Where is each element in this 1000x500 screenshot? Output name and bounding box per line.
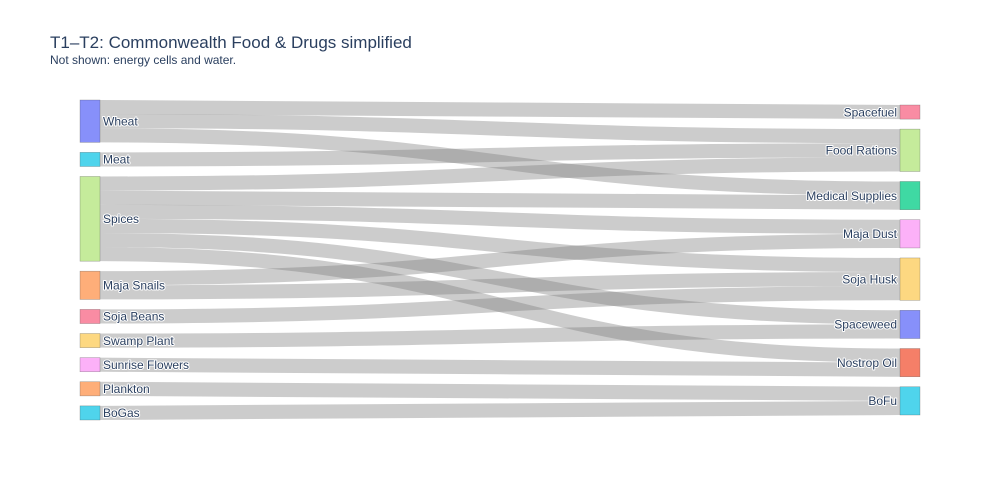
node-soja_husk[interactable] [899, 257, 921, 301]
node-bofu[interactable] [899, 386, 921, 416]
node-label-plankton: Plankton [103, 382, 150, 396]
link-wheat-to-medical_supplies[interactable] [99, 128, 901, 196]
link-spices-to-maja_dust[interactable] [99, 204, 901, 234]
node-label-soja_husk: Soja Husk [842, 272, 898, 286]
link-wheat-to-spacefuel[interactable] [99, 100, 901, 120]
link-swamp_plant-to-spaceweed[interactable] [99, 324, 901, 348]
link-bogas-to-bofu[interactable] [99, 400, 901, 420]
node-wheat[interactable] [79, 99, 101, 143]
node-plankton[interactable] [79, 381, 101, 397]
node-swamp_plant[interactable] [79, 333, 101, 348]
node-label-wheat: Wheat [103, 114, 138, 128]
link-maja_snails-to-maja_dust[interactable] [99, 233, 901, 286]
node-soja_beans[interactable] [79, 309, 101, 324]
link-sunrise_flowers-to-nostrop_oil[interactable] [99, 357, 901, 377]
nodes-layer [79, 99, 921, 421]
node-label-bofu: BoFu [868, 394, 897, 408]
node-label-sunrise_flowers: Sunrise Flowers [103, 358, 189, 372]
node-maja_dust[interactable] [899, 219, 921, 249]
node-spices[interactable] [79, 176, 101, 262]
link-plankton-to-bofu[interactable] [99, 381, 901, 401]
link-maja_snails-to-soja_husk[interactable] [99, 272, 901, 300]
node-medical_supplies[interactable] [899, 181, 921, 210]
node-label-swamp_plant: Swamp Plant [103, 334, 174, 348]
node-bogas[interactable] [79, 405, 101, 421]
node-sunrise_flowers[interactable] [79, 357, 101, 373]
node-spacefuel[interactable] [899, 104, 921, 120]
node-label-maja_dust: Maja Dust [843, 227, 898, 241]
node-label-soja_beans: Soja Beans [103, 310, 164, 324]
node-label-spices: Spices [103, 212, 139, 226]
node-maja_snails[interactable] [79, 270, 101, 300]
node-label-bogas: BoGas [103, 406, 140, 420]
link-spices-to-food_rations[interactable] [99, 157, 901, 191]
node-label-spaceweed: Spaceweed [834, 318, 897, 332]
link-soja_beans-to-soja_husk[interactable] [99, 286, 901, 324]
node-food_rations[interactable] [899, 128, 921, 172]
labels-layer: Wheat Meat Spices Maja Snails Soja Beans Swam… [102, 104, 899, 421]
node-spaceweed[interactable] [899, 310, 921, 339]
link-spices-to-nostrop_oil[interactable] [99, 247, 901, 363]
link-wheat-to-food_rations[interactable] [99, 114, 901, 144]
link-spices-to-soja_husk[interactable] [99, 218, 901, 273]
node-label-meat: Meat [103, 153, 130, 167]
link-meat-to-food_rations[interactable] [99, 143, 901, 167]
link-spices-to-spaceweed[interactable] [99, 232, 901, 325]
node-label-medical_supplies: Medical Supplies [806, 189, 897, 203]
chart-subtitle: Not shown: energy cells and water. [50, 53, 237, 67]
node-label-food_rations: Food Rations [826, 143, 897, 157]
node-meat[interactable] [79, 152, 101, 167]
node-nostrop_oil[interactable] [899, 348, 921, 378]
node-label-spacefuel: Spacefuel [844, 105, 897, 119]
link-spices-to-medical_supplies[interactable] [99, 190, 901, 210]
links-layer [99, 100, 901, 420]
node-label-maja_snails: Maja Snails [103, 278, 165, 292]
chart-title: T1–T2: Commonwealth Food & Drugs simplif… [50, 33, 412, 52]
node-label-nostrop_oil: Nostrop Oil [837, 356, 897, 370]
